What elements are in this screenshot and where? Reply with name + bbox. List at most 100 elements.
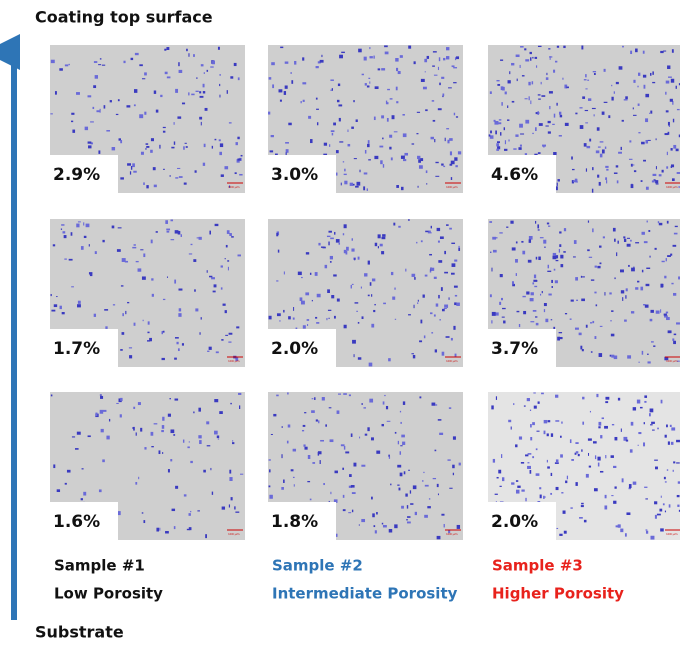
pore — [666, 317, 670, 320]
pore — [204, 144, 206, 147]
pore — [174, 141, 175, 144]
pore — [143, 320, 144, 321]
pore — [371, 437, 374, 440]
pore — [530, 437, 532, 440]
pore — [521, 462, 524, 464]
pore — [329, 501, 330, 502]
pore — [657, 514, 661, 516]
pore — [383, 164, 384, 168]
pore — [673, 145, 676, 149]
pore — [205, 108, 208, 111]
pore — [544, 420, 548, 423]
sample-description: Intermediate Porosity — [272, 585, 458, 603]
pore — [602, 112, 605, 115]
pore — [175, 230, 179, 233]
pore — [453, 473, 454, 475]
pore — [175, 399, 179, 401]
pore — [195, 170, 197, 172]
pore — [64, 235, 67, 238]
pore — [387, 421, 391, 422]
pore — [530, 100, 531, 104]
pore — [580, 125, 584, 129]
pore — [538, 229, 540, 230]
pore — [446, 336, 450, 338]
pore — [516, 273, 517, 276]
pore — [134, 89, 137, 93]
pore — [143, 253, 145, 257]
pore — [382, 424, 384, 426]
pore — [348, 512, 351, 513]
pore — [455, 165, 457, 167]
pore — [325, 265, 328, 268]
pore — [536, 323, 539, 325]
pore — [228, 267, 229, 271]
pore — [676, 462, 680, 463]
pore — [519, 124, 523, 128]
pore — [600, 154, 603, 158]
pore — [270, 150, 274, 152]
pore — [225, 310, 227, 313]
pore — [451, 243, 455, 244]
pore — [316, 109, 319, 110]
pore — [212, 60, 215, 64]
pore — [611, 85, 612, 86]
pore — [218, 439, 219, 440]
pore — [593, 441, 597, 443]
pore — [174, 280, 176, 284]
pore — [200, 96, 204, 98]
pore — [548, 121, 551, 123]
pore — [556, 103, 557, 106]
pore — [664, 276, 666, 279]
pore — [671, 442, 674, 445]
pore — [500, 274, 503, 277]
pore — [186, 146, 188, 148]
pore — [578, 454, 580, 456]
pore — [657, 428, 659, 430]
pore — [548, 265, 549, 269]
pore — [369, 81, 370, 83]
pore — [399, 488, 401, 491]
pore — [331, 130, 335, 132]
pore — [491, 320, 492, 323]
pore — [604, 426, 608, 429]
pore — [437, 228, 440, 231]
pore — [526, 291, 529, 294]
pore — [491, 268, 492, 272]
pore — [197, 237, 200, 238]
pore — [271, 135, 274, 137]
scale-bar-label: 100 µm — [228, 532, 240, 536]
pore — [234, 506, 235, 509]
pore — [598, 463, 600, 467]
pore — [188, 92, 189, 95]
pore — [57, 489, 60, 492]
pore — [88, 435, 91, 437]
pore — [434, 277, 437, 279]
pore — [132, 163, 135, 167]
micrograph: 2.0%100 µm — [488, 392, 680, 540]
pore — [229, 477, 232, 481]
pore — [581, 449, 582, 451]
pore — [438, 419, 442, 421]
pore — [500, 132, 501, 135]
pore — [414, 277, 416, 280]
pore — [138, 268, 142, 271]
pore — [525, 59, 529, 61]
pore — [181, 234, 182, 237]
pore — [349, 474, 352, 477]
pore — [135, 53, 139, 55]
pore — [365, 434, 368, 436]
pore — [444, 524, 445, 527]
pore — [633, 115, 637, 116]
pore — [581, 276, 585, 277]
pore — [664, 477, 666, 479]
pore — [541, 95, 545, 97]
pore — [378, 234, 381, 238]
pore — [123, 61, 125, 63]
pore — [383, 303, 386, 305]
pore — [95, 251, 97, 254]
pore — [288, 424, 291, 427]
pore — [332, 88, 333, 91]
pore — [541, 82, 542, 84]
pore — [499, 119, 502, 120]
pore — [175, 337, 179, 339]
